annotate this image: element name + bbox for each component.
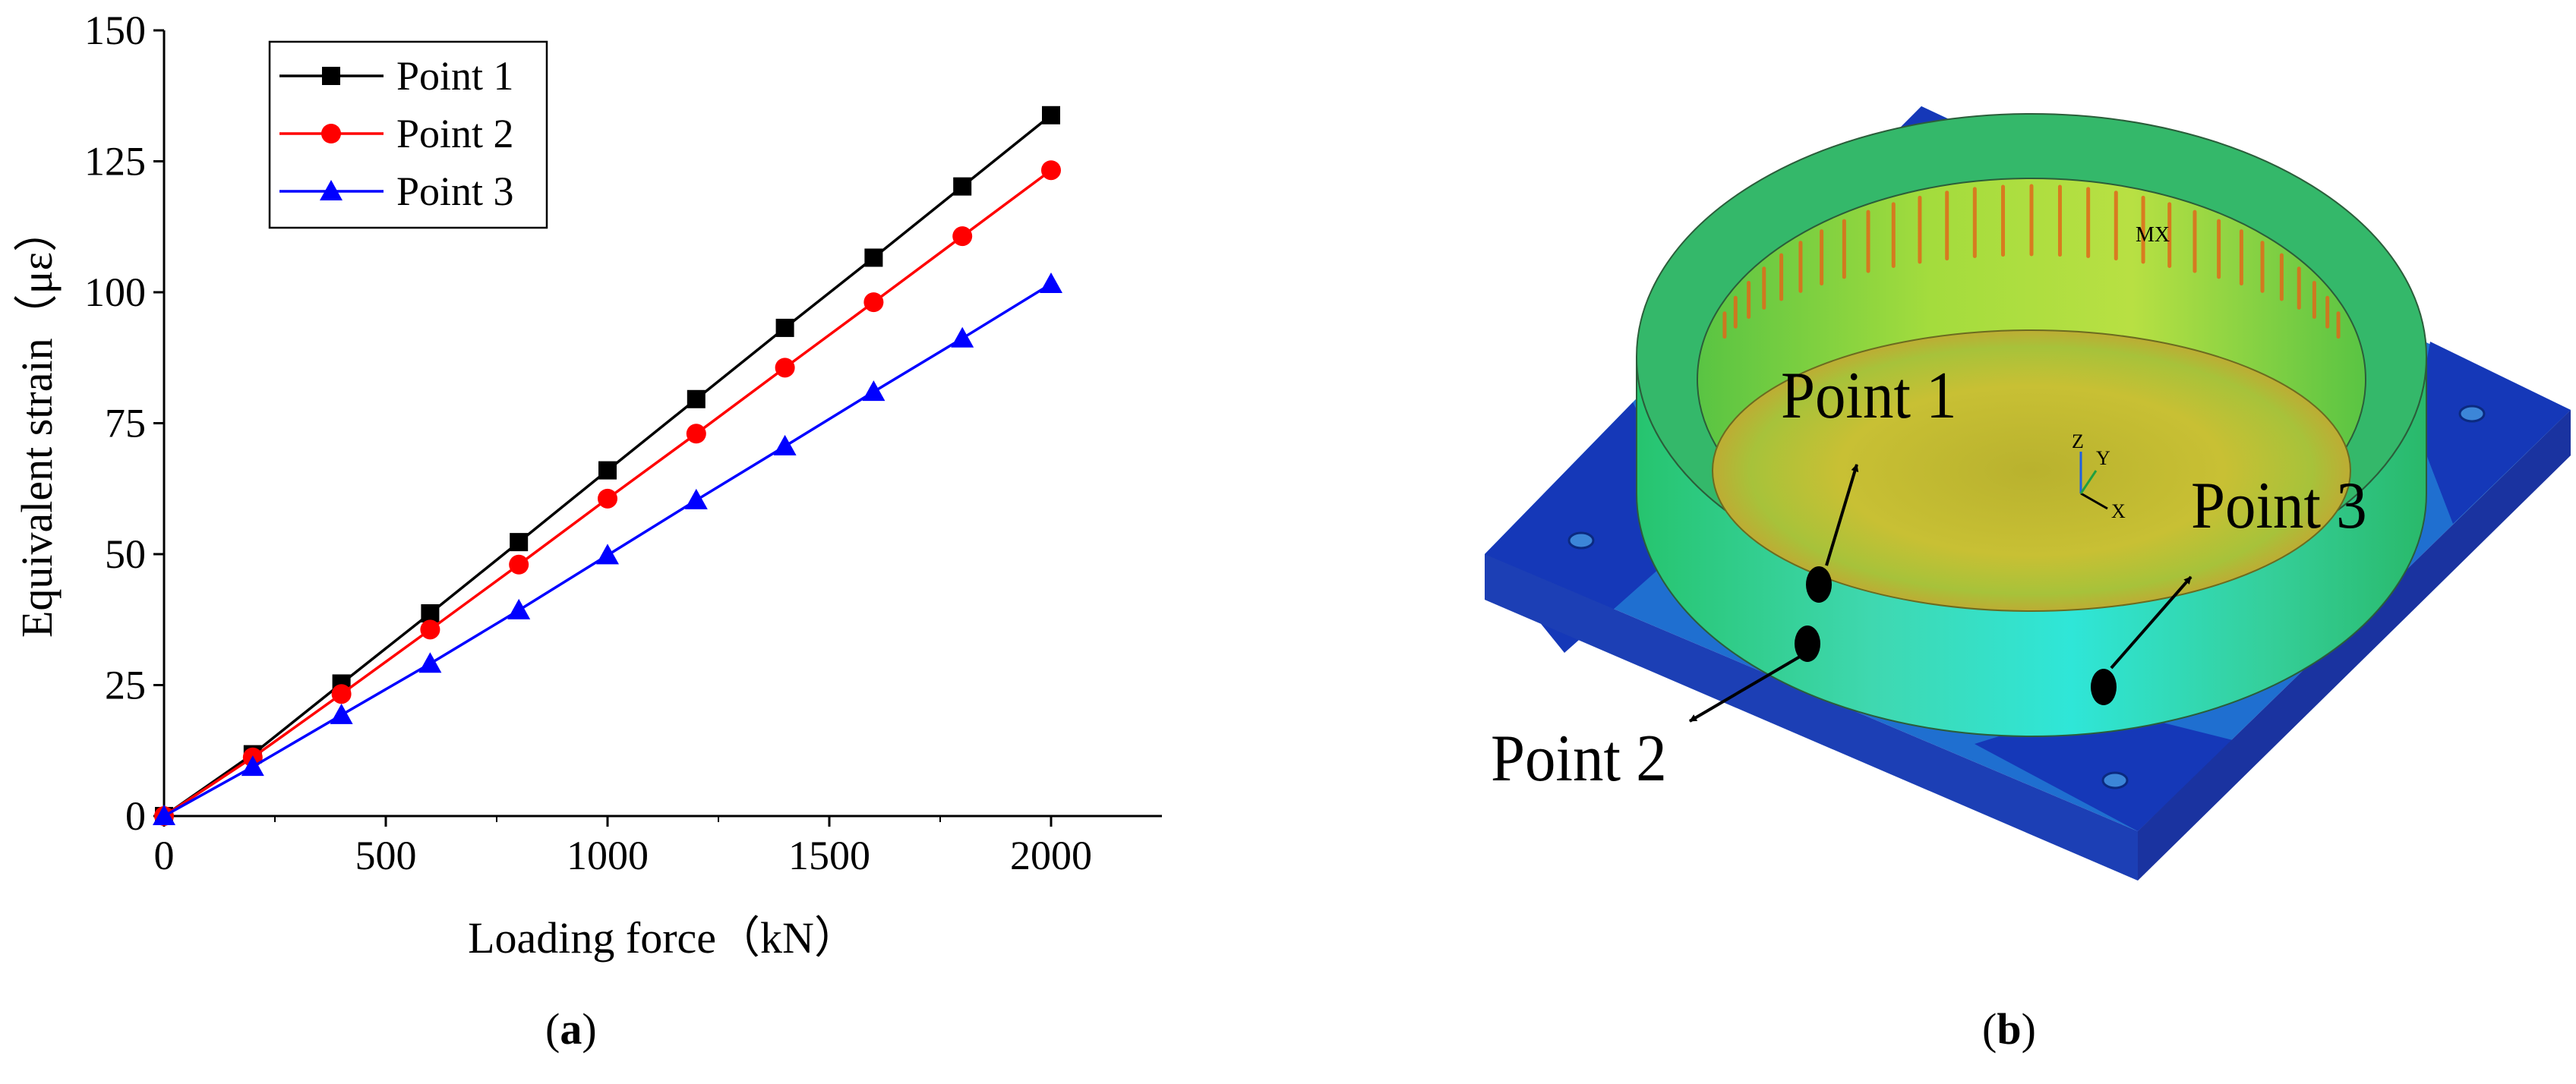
caption-a: (a) bbox=[545, 1004, 597, 1054]
bolt-hole-left bbox=[1567, 531, 1595, 550]
data-point bbox=[1040, 272, 1062, 293]
axis-label-z: Z bbox=[2072, 430, 2084, 452]
x-tick-label: 2000 bbox=[1010, 833, 1092, 878]
data-point bbox=[687, 389, 706, 408]
panel-b-fea-model: MX Z Y X Point 1 Point 2 Point 3 bbox=[1485, 106, 2571, 881]
stress-spikes bbox=[1722, 184, 2341, 339]
plate-corner-bottom bbox=[1975, 706, 2233, 831]
data-point bbox=[596, 544, 619, 565]
series-2 bbox=[154, 160, 1061, 826]
y-tick-label: 50 bbox=[105, 531, 146, 577]
point-3-label: Point 3 bbox=[2191, 469, 2367, 543]
data-point bbox=[420, 619, 440, 640]
x-axis-label: Loading force（kN） bbox=[468, 913, 858, 963]
y-ticks: 0 25 50 75 100 125 150 bbox=[84, 8, 164, 839]
y-axis-label: Equivalent strain（με） bbox=[12, 208, 62, 638]
legend-label: Point 2 bbox=[396, 111, 514, 156]
data-point bbox=[153, 805, 175, 825]
point-3-marker bbox=[2091, 669, 2117, 705]
data-point bbox=[952, 226, 973, 247]
point-1-marker bbox=[1806, 566, 1832, 603]
data-point bbox=[864, 248, 883, 267]
caption-a-letter: a bbox=[560, 1004, 582, 1054]
data-point bbox=[330, 703, 353, 724]
x-tick-label: 500 bbox=[355, 833, 417, 878]
series-layer bbox=[153, 106, 1062, 826]
point-1-label: Point 1 bbox=[1781, 359, 1957, 433]
legend-marker bbox=[322, 67, 340, 85]
legend: Point 1 Point 2 Point 3 bbox=[268, 40, 548, 229]
axis-label-y: Y bbox=[2096, 447, 2110, 469]
point-2-arrow bbox=[1688, 655, 1801, 723]
legend-label: Point 1 bbox=[396, 53, 514, 99]
point-2-label: Point 2 bbox=[1491, 722, 1667, 796]
data-point bbox=[953, 177, 972, 196]
legend-marker bbox=[321, 124, 341, 143]
panel-a-chart: 0 500 1000 1500 2000 0 25 50 75 100 125 150 Loadin… bbox=[12, 8, 1162, 963]
plate-corner-right bbox=[2415, 342, 2571, 524]
base-plate-side-right bbox=[2138, 410, 2571, 881]
data-point bbox=[775, 318, 794, 337]
point-3-arrow bbox=[2110, 575, 2192, 670]
data-point bbox=[510, 533, 529, 552]
data-point bbox=[775, 358, 795, 378]
bolt-hole-front bbox=[2101, 771, 2129, 789]
coordinate-triad: Z Y X bbox=[2072, 430, 2126, 522]
caption-b: (b) bbox=[1982, 1004, 2036, 1054]
data-point bbox=[1041, 160, 1061, 181]
axis-label-x: X bbox=[2111, 500, 2126, 522]
y-tick-label: 150 bbox=[84, 8, 146, 53]
point-1-arrow bbox=[1825, 464, 1859, 566]
caption-b-letter: b bbox=[1997, 1004, 2022, 1054]
y-tick-label: 125 bbox=[84, 139, 146, 184]
data-point bbox=[1042, 106, 1060, 124]
data-point bbox=[598, 488, 617, 509]
data-point bbox=[951, 326, 974, 348]
data-point bbox=[241, 755, 264, 777]
data-point bbox=[331, 684, 352, 704]
data-point bbox=[421, 603, 440, 622]
y-tick-label: 75 bbox=[105, 401, 146, 446]
legend-marker bbox=[320, 180, 343, 200]
y-tick-label: 0 bbox=[125, 793, 146, 839]
legend-label: Point 3 bbox=[396, 169, 514, 214]
x-tick-label: 1500 bbox=[788, 833, 870, 878]
y-tick-label: 25 bbox=[105, 663, 146, 708]
data-point bbox=[509, 554, 529, 575]
x-tick-label: 0 bbox=[154, 833, 175, 878]
mx-label: MX bbox=[2136, 223, 2170, 247]
data-point bbox=[684, 488, 708, 509]
x-tick-label: 1000 bbox=[567, 833, 649, 878]
data-point bbox=[863, 292, 884, 313]
base-plate-side-left bbox=[1485, 554, 2138, 881]
series-3 bbox=[153, 272, 1062, 825]
data-point bbox=[598, 461, 617, 480]
y-tick-label: 100 bbox=[84, 269, 146, 315]
ring-inner-floor bbox=[1712, 329, 2351, 612]
data-point bbox=[686, 424, 706, 444]
x-ticks: 0 500 1000 1500 2000 bbox=[154, 816, 1092, 878]
data-point bbox=[418, 652, 442, 673]
data-point bbox=[507, 598, 531, 619]
data-point bbox=[773, 434, 797, 455]
bolt-hole-right bbox=[2458, 405, 2486, 423]
point-2-marker bbox=[1795, 626, 1820, 662]
data-point bbox=[862, 380, 886, 402]
